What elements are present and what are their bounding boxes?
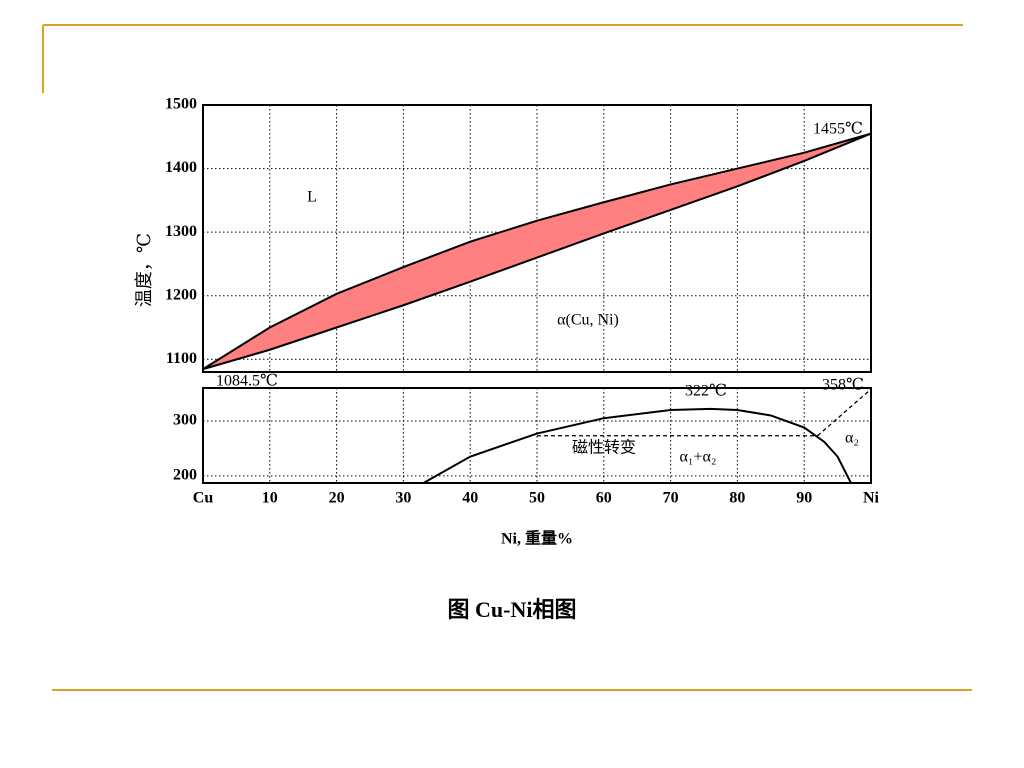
plot-frame: [202, 104, 872, 373]
y-tick-label: 1400: [165, 159, 197, 176]
y-tick-label: 200: [173, 467, 197, 484]
x-tick-label: 70: [663, 490, 679, 507]
x-tick-label: 80: [729, 490, 745, 507]
caption: 图 Cu-Ni相图: [448, 597, 577, 622]
x-tick-label: 10: [262, 490, 278, 507]
y-axis-label: 温度，℃: [134, 233, 154, 307]
phase-curve: [202, 132, 872, 370]
y-tick-label: 1500: [165, 96, 197, 113]
x-tick-label: Cu: [193, 490, 214, 507]
annotation: 磁性转变: [572, 439, 636, 457]
x-tick-label: 40: [462, 490, 478, 507]
annotation: 1455℃: [813, 121, 863, 138]
y-tick-label: 1200: [165, 286, 197, 303]
annotation: 322℃: [685, 383, 727, 400]
x-tick-label: Ni: [863, 490, 880, 507]
x-tick-label: 50: [529, 490, 545, 507]
transition-line: [817, 388, 872, 437]
y-tick-label: 1300: [165, 223, 197, 240]
x-tick-label: 20: [329, 490, 345, 507]
phase-curve: [202, 132, 872, 371]
annotation: α(Cu, Ni): [557, 312, 619, 329]
y-tick-label: 1100: [166, 350, 197, 367]
y-tick-label: 300: [173, 412, 197, 429]
annotation: L: [307, 189, 317, 206]
annotation: α₂: [845, 430, 859, 447]
annotation: 358℃: [822, 377, 864, 394]
x-tick-label: 30: [395, 490, 411, 507]
annotation: 1084.5℃: [216, 373, 278, 390]
x-tick-label: 60: [596, 490, 612, 507]
x-axis-label: Ni, 重量%: [501, 529, 573, 548]
x-tick-label: 90: [796, 490, 812, 507]
two-phase-region: [203, 133, 871, 370]
plot-frame: [202, 387, 872, 484]
phase-curve: [422, 407, 852, 484]
annotation: α₁+α₂: [680, 449, 717, 466]
